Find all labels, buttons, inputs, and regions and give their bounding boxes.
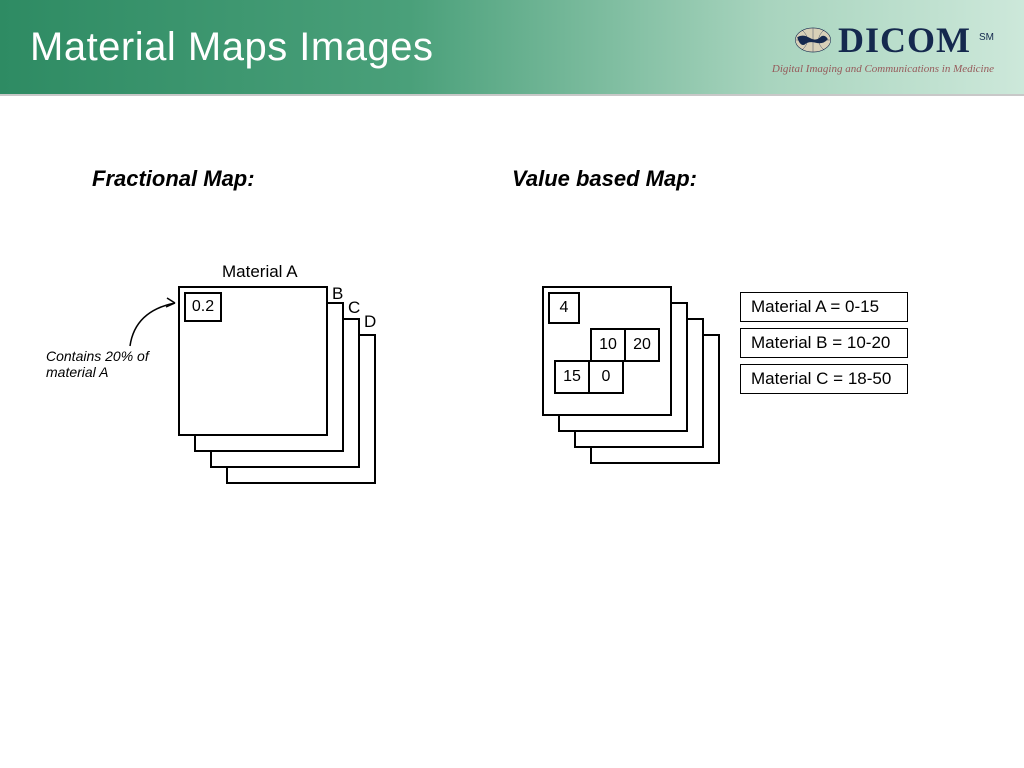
arrow-icon [120,291,190,351]
grid-cell: 4 [548,292,580,324]
layer-b-label: B [332,284,343,304]
material-a-label: Material A [222,262,298,282]
logo-tagline: Digital Imaging and Communications in Me… [772,63,994,75]
grid-cell: 15 [554,360,590,394]
slide-content: Fractional Map: Value based Map: 0.2 Mat… [0,96,1024,768]
grid-cell: 10 [590,328,626,362]
layer-d-label: D [364,312,376,332]
logo-text: DICOM [838,19,971,61]
fractional-title: Fractional Map: [92,166,255,192]
range-c: Material C = 18-50 [740,364,908,394]
range-a: Material A = 0-15 [740,292,908,322]
slide-header: Material Maps Images DICOM SM Digital Im… [0,0,1024,96]
range-b: Material B = 10-20 [740,328,908,358]
globe-icon [794,27,832,53]
logo-sm: SM [979,32,994,43]
grid-cell: 20 [624,328,660,362]
dicom-logo: DICOM SM Digital Imaging and Communicati… [772,19,994,75]
grid-cell: 0 [588,360,624,394]
value-title: Value based Map: [512,166,697,192]
layer-c-label: C [348,298,360,318]
fractional-annotation: Contains 20% of material A [46,348,166,380]
page-title: Material Maps Images [30,25,433,70]
